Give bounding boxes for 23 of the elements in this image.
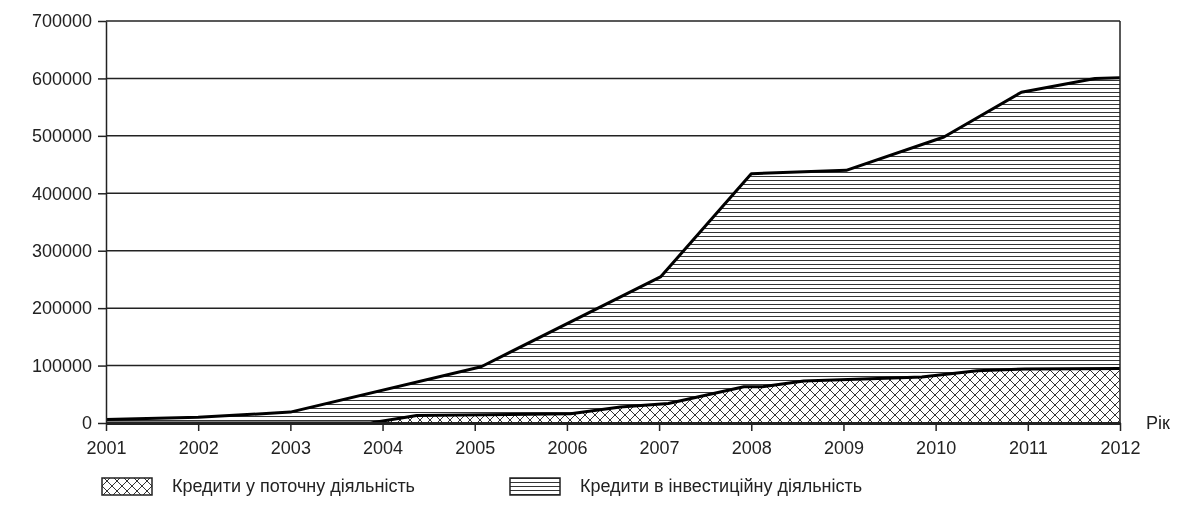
x-tick-label: 2008 <box>731 437 772 458</box>
y-tick-label: 400000 <box>31 183 92 204</box>
y-tick-label: 200000 <box>31 298 92 319</box>
y-tick-label: 700000 <box>31 11 92 32</box>
x-tick-label: 2010 <box>916 437 957 458</box>
x-axis-title: Рік <box>1146 413 1170 433</box>
x-tick-label: 2002 <box>178 437 219 458</box>
x-tick-label: 2003 <box>270 437 311 458</box>
y-tick-label: 100000 <box>31 355 92 376</box>
x-tick-label: 2007 <box>639 437 680 458</box>
x-tick-label: 2006 <box>547 437 588 458</box>
x-tick-label: 2009 <box>823 437 864 458</box>
x-tick-label: 2012 <box>1100 437 1141 458</box>
y-tick-label: 500000 <box>31 126 92 147</box>
legend-label: Кредити в інвестиційну діяльність <box>580 476 863 496</box>
x-tick-label: 2011 <box>1008 437 1048 458</box>
x-tick-label: 2004 <box>363 437 404 458</box>
x-tick-label: 2005 <box>455 437 496 458</box>
x-tick-label: 2001 <box>86 437 127 458</box>
y-tick-label: 0 <box>81 413 92 434</box>
y-tick-label: 300000 <box>31 240 92 261</box>
y-tick-label: 600000 <box>31 68 92 89</box>
legend-label: Кредити у поточну діяльність <box>172 476 415 496</box>
